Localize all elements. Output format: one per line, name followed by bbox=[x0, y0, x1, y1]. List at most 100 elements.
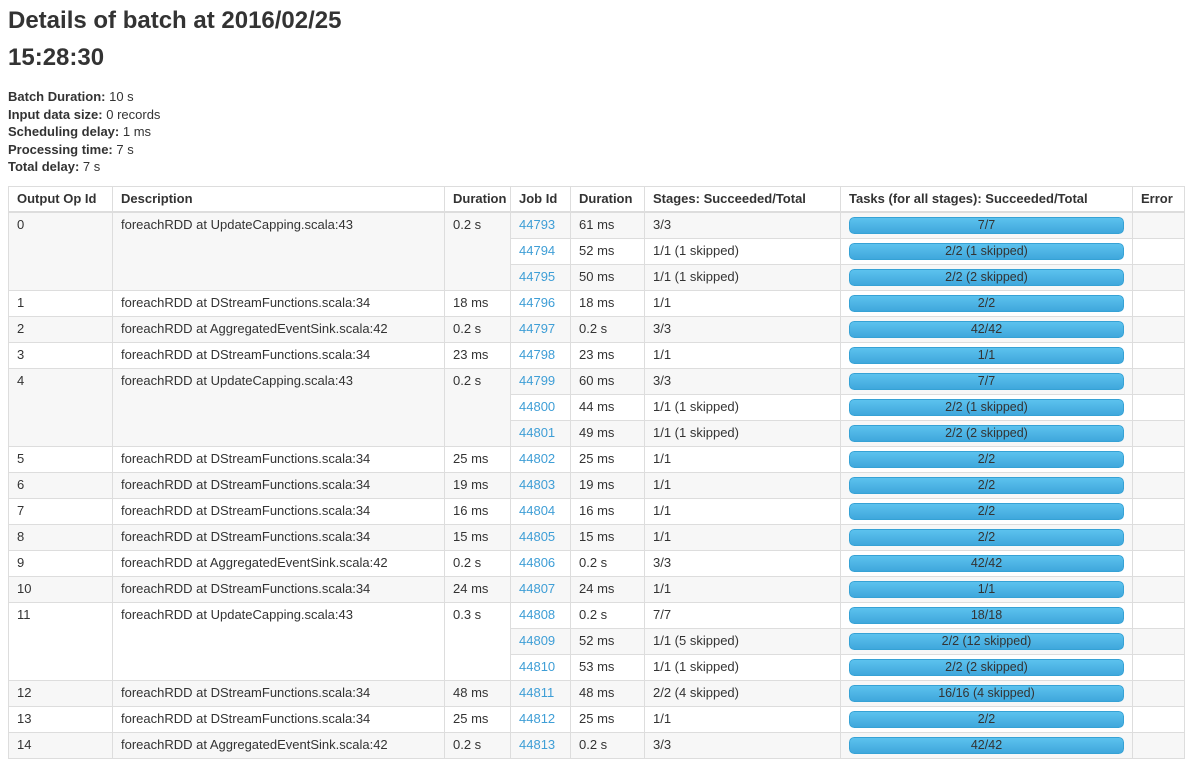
job-duration-cell: 15 ms bbox=[570, 523, 645, 551]
summary-item: Scheduling delay: 1 ms bbox=[8, 123, 1192, 141]
error-cell bbox=[1132, 315, 1185, 343]
error-cell bbox=[1132, 419, 1185, 447]
stages-cell: 1/1 (1 skipped) bbox=[644, 393, 841, 421]
job-id-link[interactable]: 44796 bbox=[519, 294, 556, 310]
tasks-progress-bar: 7/7 bbox=[849, 372, 1124, 390]
table-row: 0 foreachRDD at UpdateCapping.scala:43 0.2… bbox=[8, 211, 1185, 291]
job-id-link[interactable]: 44813 bbox=[519, 736, 556, 752]
job-id-link[interactable]: 44793 bbox=[519, 216, 556, 232]
job-id-cell: 44804 bbox=[510, 497, 571, 525]
job-id-link[interactable]: 44804 bbox=[519, 502, 556, 518]
description-cell: foreachRDD at UpdateCapping.scala:43 bbox=[112, 211, 445, 291]
job-duration-cell: 44 ms bbox=[570, 393, 645, 421]
table-body: 0 foreachRDD at UpdateCapping.scala:43 0.2… bbox=[8, 211, 1185, 759]
job-id-link[interactable]: 44809 bbox=[519, 632, 556, 648]
tasks-progress-label: 1/1 bbox=[977, 347, 996, 362]
page-title: Details of batch at 2016/02/25 15:28:30 bbox=[8, 7, 342, 72]
job-id-link[interactable]: 44803 bbox=[519, 476, 556, 492]
description-cell: foreachRDD at DStreamFunctions.scala:34 bbox=[112, 523, 445, 551]
job-id-link[interactable]: 44794 bbox=[519, 242, 556, 258]
summary-item: Input data size: 0 records bbox=[8, 106, 1192, 124]
column-header-description[interactable]: Description bbox=[112, 185, 445, 213]
job-duration-cell: 52 ms bbox=[570, 627, 645, 655]
stages-cell: 1/1 bbox=[644, 497, 841, 525]
tasks-progress-bar: 2/2 bbox=[849, 528, 1124, 546]
job-id-link[interactable]: 44806 bbox=[519, 554, 556, 570]
tasks-progress: 1/1 bbox=[849, 346, 1124, 364]
tasks-progress-label: 2/2 (12 skipped) bbox=[941, 633, 1032, 648]
job-id-cell: 44813 bbox=[510, 731, 571, 759]
op-duration-cell: 0.2 s bbox=[444, 549, 511, 577]
job-id-link[interactable]: 44810 bbox=[519, 658, 556, 674]
job-id-link[interactable]: 44797 bbox=[519, 320, 556, 336]
tasks-progress: 7/7 bbox=[849, 216, 1124, 234]
error-cell bbox=[1132, 367, 1185, 395]
job-id-link[interactable]: 44801 bbox=[519, 424, 556, 440]
stages-cell: 1/1 (1 skipped) bbox=[644, 653, 841, 681]
job-duration-cell: 23 ms bbox=[570, 341, 645, 369]
column-header-output-op-id[interactable]: Output Op Id bbox=[8, 185, 113, 213]
job-id-link[interactable]: 44799 bbox=[519, 372, 556, 388]
job-id-cell: 44800 bbox=[510, 393, 571, 421]
error-cell bbox=[1132, 627, 1185, 655]
stages-cell: 1/1 bbox=[644, 523, 841, 551]
error-cell bbox=[1132, 211, 1185, 239]
job-id-link[interactable]: 44812 bbox=[519, 710, 556, 726]
job-id-link[interactable]: 44807 bbox=[519, 580, 556, 596]
description-cell: foreachRDD at AggregatedEventSink.scala:… bbox=[112, 315, 445, 343]
batch-details-table: Output Op Id Description Duration Job Id… bbox=[8, 185, 1185, 759]
output-op-id-cell: 4 bbox=[8, 367, 113, 447]
job-id-link[interactable]: 44798 bbox=[519, 346, 556, 362]
tasks-progress: 18/18 bbox=[849, 606, 1124, 624]
job-id-cell: 44798 bbox=[510, 341, 571, 369]
error-cell bbox=[1132, 393, 1185, 421]
description-cell: foreachRDD at DStreamFunctions.scala:34 bbox=[112, 705, 445, 733]
column-header-stages[interactable]: Stages: Succeeded/Total bbox=[644, 185, 841, 213]
tasks-progress-bar: 1/1 bbox=[849, 346, 1124, 364]
summary-value: 7 s bbox=[112, 141, 134, 157]
column-header-error[interactable]: Error bbox=[1132, 185, 1185, 213]
tasks-cell: 2/2 bbox=[840, 705, 1133, 733]
column-header-job-duration[interactable]: Duration bbox=[570, 185, 645, 213]
description-cell: foreachRDD at DStreamFunctions.scala:34 bbox=[112, 445, 445, 473]
tasks-progress: 42/42 bbox=[849, 320, 1124, 338]
table-row: 14 foreachRDD at AggregatedEventSink.scal… bbox=[8, 731, 1185, 759]
error-cell bbox=[1132, 705, 1185, 733]
tasks-progress: 2/2 (12 skipped) bbox=[849, 632, 1124, 650]
output-op-id-cell: 14 bbox=[8, 731, 113, 759]
description-cell: foreachRDD at DStreamFunctions.scala:34 bbox=[112, 679, 445, 707]
op-duration-cell: 23 ms bbox=[444, 341, 511, 369]
job-id-link[interactable]: 44811 bbox=[519, 684, 555, 700]
error-cell bbox=[1132, 549, 1185, 577]
error-cell bbox=[1132, 445, 1185, 473]
op-duration-cell: 25 ms bbox=[444, 445, 511, 473]
op-duration-cell: 24 ms bbox=[444, 575, 511, 603]
tasks-progress-label: 2/2 bbox=[977, 451, 996, 466]
tasks-cell: 2/2 bbox=[840, 471, 1133, 499]
job-duration-cell: 16 ms bbox=[570, 497, 645, 525]
job-id-link[interactable]: 44795 bbox=[519, 268, 556, 284]
summary-item: Processing time: 7 s bbox=[8, 141, 1192, 159]
column-header-job-id[interactable]: Job Id bbox=[510, 185, 571, 213]
error-cell bbox=[1132, 679, 1185, 707]
tasks-progress-bar: 2/2 (1 skipped) bbox=[849, 398, 1124, 416]
job-id-link[interactable]: 44805 bbox=[519, 528, 556, 544]
job-duration-cell: 0.2 s bbox=[570, 731, 645, 759]
table-row: 44794 52 ms 1/1 (1 skipped) 2/2 (1 skipped) bbox=[9, 237, 1185, 265]
tasks-progress: 2/2 bbox=[849, 710, 1124, 728]
tasks-progress-bar: 2/2 (2 skipped) bbox=[849, 424, 1124, 442]
job-id-link[interactable]: 44802 bbox=[519, 450, 556, 466]
job-id-link[interactable]: 44808 bbox=[519, 606, 556, 622]
job-duration-cell: 0.2 s bbox=[570, 549, 645, 577]
job-id-cell: 44793 bbox=[510, 211, 571, 239]
column-header-duration[interactable]: Duration bbox=[444, 185, 511, 213]
summary-item: Batch Duration: 10 s bbox=[8, 88, 1192, 106]
job-id-link[interactable]: 44800 bbox=[519, 398, 556, 414]
tasks-progress-bar: 2/2 bbox=[849, 476, 1124, 494]
stages-cell: 1/1 (1 skipped) bbox=[644, 263, 841, 291]
tasks-cell: 42/42 bbox=[840, 315, 1133, 343]
job-id-cell: 44801 bbox=[510, 419, 571, 447]
tasks-cell: 2/2 bbox=[840, 445, 1133, 473]
column-header-tasks[interactable]: Tasks (for all stages): Succeeded/Total bbox=[840, 185, 1133, 213]
output-op-id-cell: 5 bbox=[8, 445, 113, 473]
